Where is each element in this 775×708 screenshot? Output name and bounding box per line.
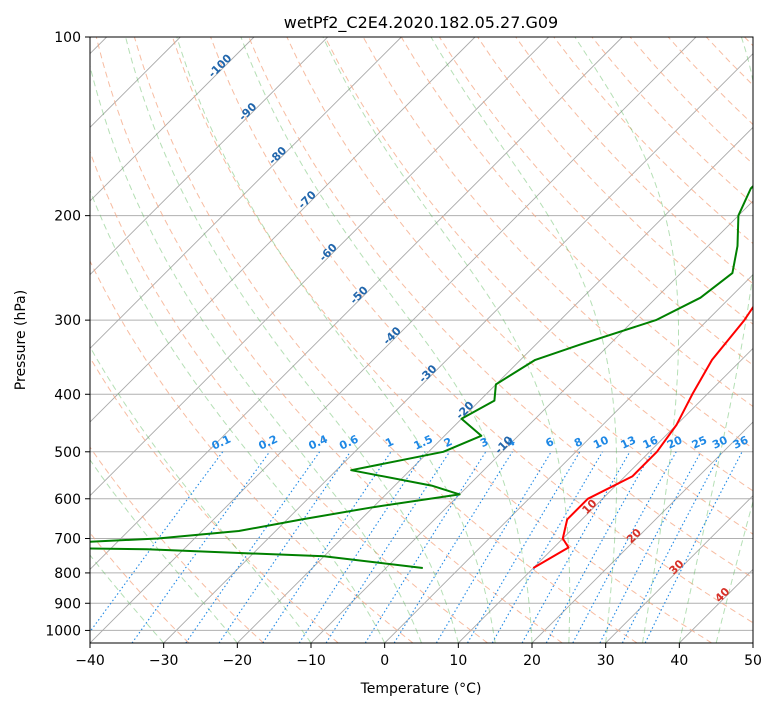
isotherm-line [90,37,476,423]
dry-adiabat-line [324,37,753,492]
mixing-ratio-line [364,451,487,643]
dry-adiabat-line [95,37,563,643]
chart-title: wetPf2_C2E4.2020.182.05.27.G09 [284,13,558,33]
dry-adiabat-line [172,37,712,643]
moist-adiabat-line [574,37,679,643]
mixing-ratio-line [644,451,743,643]
moist-adiabat-line [90,345,312,643]
x-tick-label: −20 [223,653,253,669]
y-tick-label: 1000 [45,623,81,639]
y-tick-label: 900 [54,596,81,612]
x-tick-label: −30 [149,653,179,669]
y-tick-label: 200 [54,209,81,225]
mixing-ratio-line [599,451,702,643]
isotherm-line [90,37,402,349]
x-tick-label: 30 [597,653,615,669]
dry-adiabat-line [248,37,753,579]
y-tick-label: 800 [54,566,81,582]
axes: −40 −30 −20 −10 0 10 20 30 40 50 100 200 300 400 500 60… [45,30,762,669]
x-tick-label: 50 [744,653,762,669]
moist-adiabat-line [678,37,753,643]
isotherm-line [605,495,753,643]
mixing-ratio-line [262,451,392,643]
isotherm-line [163,53,753,643]
dry-adiabat-line [90,446,264,643]
mixing-ratio-line [545,451,653,643]
y-tick-label: 400 [54,387,81,403]
moist-adiabat-line [715,499,753,643]
mixing-ratio-label: 16 [641,433,661,451]
moist-adiabat-line [90,63,422,643]
dry-adiabat-line [90,356,339,643]
isotherm-line [90,37,623,570]
mixing-ratio-label: 30 [710,433,730,451]
mixing-ratio-line [185,451,321,643]
x-tick-label: −40 [75,653,105,669]
x-axis-label: Temperature (°C) [360,681,482,697]
isotherm-line [90,37,328,276]
dewpoint-profile-line [90,184,753,569]
moist-adiabat-line [240,37,533,643]
y-axis-label: Pressure (hPa) [13,290,29,390]
dry-adiabat-line [286,37,753,535]
isotherm-line [90,37,549,497]
mixing-ratio-line [325,451,451,643]
x-tick-label: 0 [380,653,389,669]
moist-adiabat-line [90,554,165,643]
mixing-ratio-line [521,451,631,643]
mixing-ratio-line [298,451,426,643]
y-tick-label: 100 [54,30,81,46]
moist-adiabat-line [176,37,496,643]
isotherm-line [90,37,255,202]
moist-adiabat-line [322,37,571,643]
dry-adiabat-line [477,37,753,325]
isotherm-line [384,274,753,643]
isotherm-line [90,37,697,643]
mixing-ratio-line [131,451,271,643]
x-tick-label: 40 [670,653,688,669]
mixing-ratio-line [435,451,552,643]
dry-adiabat-line [133,37,638,643]
y-tick-label: 300 [54,313,81,329]
moist-adiabat-line [90,189,386,643]
dry-adiabat-line [90,259,414,643]
temperature-profile-line [532,305,753,569]
isotherm-line [237,126,753,643]
mixing-ratio-line [218,451,351,643]
moist-adiabat-line [125,37,459,643]
y-tick-label: 600 [54,492,81,508]
mixing-ratio-label: 36 [731,433,751,451]
moist-adiabat-line [430,37,618,643]
profile-lines [90,184,753,569]
mixing-ratio-label: 20 [665,433,685,451]
x-tick-label: −10 [296,653,326,669]
x-tick-label: 10 [449,653,467,669]
mixing-ratio-label: 25 [690,434,709,452]
dry-adiabat-line [515,37,753,285]
plot-frame [89,36,754,644]
mixing-ratio-label: 10 [591,433,611,451]
moist-adiabat-line [90,458,238,643]
mixing-ratio-line [90,451,224,633]
y-tick-label: 500 [54,445,81,461]
isotherm-line [458,347,753,643]
x-tick-label: 20 [523,653,541,669]
dry-adiabat-line [210,37,753,624]
isotherm-line [531,421,753,643]
mixing-ratio-line [572,451,677,643]
background-reference-lines [90,37,753,643]
mixing-ratio-label: 13 [619,434,638,452]
y-tick-label: 700 [54,532,81,548]
